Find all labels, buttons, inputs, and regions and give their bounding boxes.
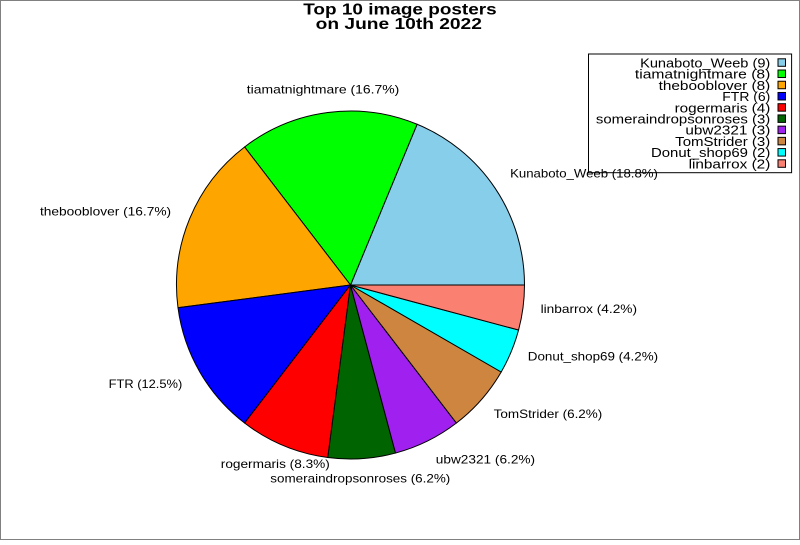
svg-text:linbarrox (4.2%): linbarrox (4.2%) <box>541 302 637 316</box>
svg-text:TomStrider (3): TomStrider (3) <box>675 134 770 149</box>
svg-text:Kunaboto_Weeb (18.8%): Kunaboto_Weeb (18.8%) <box>510 166 658 180</box>
svg-text:on June 10th 2022: on June 10th 2022 <box>316 16 482 33</box>
svg-text:Donut_shop69 (2): Donut_shop69 (2) <box>651 145 770 160</box>
svg-text:thebooblover (8): thebooblover (8) <box>659 78 771 93</box>
svg-text:thebooblover (16.7%): thebooblover (16.7%) <box>40 205 171 219</box>
svg-text:FTR (12.5%): FTR (12.5%) <box>109 377 183 391</box>
svg-text:tiamatnightmare (8): tiamatnightmare (8) <box>635 67 770 82</box>
svg-text:ubw2321 (6.2%): ubw2321 (6.2%) <box>436 452 535 466</box>
svg-text:Top 10 image posters: Top 10 image posters <box>303 1 497 18</box>
svg-text:FTR (6): FTR (6) <box>722 89 770 104</box>
svg-text:rogermaris (8.3%): rogermaris (8.3%) <box>221 457 330 471</box>
svg-text:rogermaris (4): rogermaris (4) <box>675 100 771 115</box>
svg-text:linbarrox (2): linbarrox (2) <box>689 156 771 171</box>
svg-text:Kunaboto_Weeb (9): Kunaboto_Weeb (9) <box>640 55 770 70</box>
svg-text:tiamatnightmare (16.7%): tiamatnightmare (16.7%) <box>247 82 400 96</box>
svg-text:someraindropsonroses (3): someraindropsonroses (3) <box>596 112 770 127</box>
svg-text:someraindropsonroses (6.2%): someraindropsonroses (6.2%) <box>270 472 450 486</box>
svg-text:ubw2321 (3): ubw2321 (3) <box>685 123 770 138</box>
svg-text:TomStrider (6.2%): TomStrider (6.2%) <box>494 407 603 421</box>
svg-text:Donut_shop69 (4.2%): Donut_shop69 (4.2%) <box>528 349 658 363</box>
